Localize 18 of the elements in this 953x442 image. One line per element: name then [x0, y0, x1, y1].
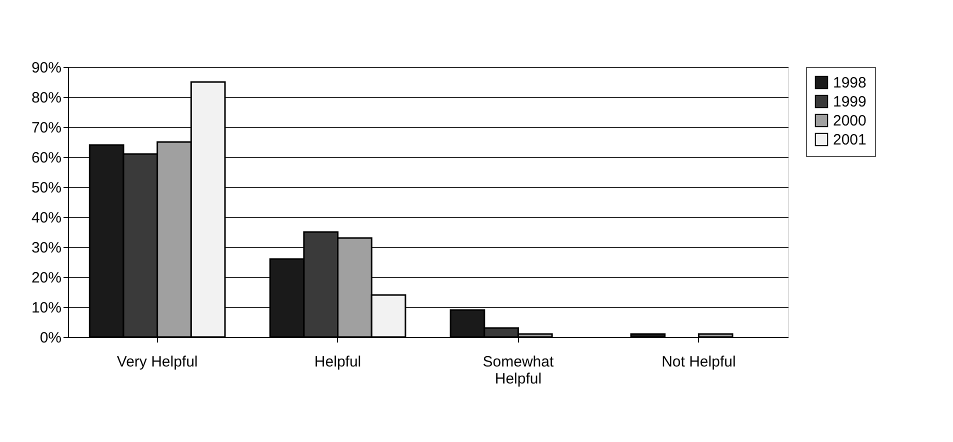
y-tick-label: 40% — [31, 210, 62, 226]
y-tick-label: 10% — [31, 300, 62, 316]
y-tick-label: 90% — [31, 60, 62, 76]
y-tick-label: 30% — [31, 240, 62, 256]
x-tick-label: Somewhat Helpful — [482, 354, 554, 388]
x-tick-label: Not Helpful — [662, 354, 736, 370]
legend-label: 2000 — [833, 112, 866, 130]
x-tick-label: Helpful — [314, 354, 362, 370]
x-tick-label: Very Helpful — [116, 354, 198, 370]
y-tick-label: 0% — [40, 330, 62, 346]
y-tick-label: 20% — [31, 270, 62, 286]
legend-label: 1998 — [833, 74, 866, 92]
y-tick-label: 70% — [31, 120, 62, 136]
y-tick-label: 50% — [31, 180, 62, 196]
y-tick-label: 80% — [31, 90, 62, 106]
y-tick-label: 60% — [31, 150, 62, 166]
legend-label: 2001 — [833, 132, 866, 148]
legend-label: 1999 — [833, 94, 866, 110]
